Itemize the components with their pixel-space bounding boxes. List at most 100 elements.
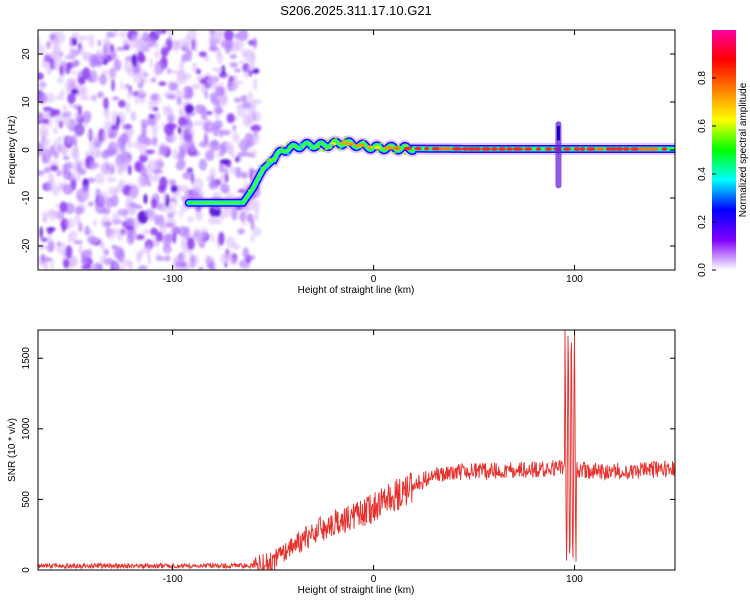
noise-blob xyxy=(126,232,135,245)
noise-blob xyxy=(49,108,57,118)
noise-blob xyxy=(106,31,115,38)
noise-blob xyxy=(38,80,47,90)
noise-blob xyxy=(208,262,214,269)
noise-blob xyxy=(80,264,92,270)
ridge-hot-spot xyxy=(579,147,586,151)
noise-blob xyxy=(89,139,93,151)
noise-blob xyxy=(107,162,118,168)
noise-blob xyxy=(67,93,76,105)
noise-blob xyxy=(240,171,249,179)
ridge-hot-spot xyxy=(473,147,482,151)
noise-blob xyxy=(232,132,240,143)
snr-series-line xyxy=(38,330,675,570)
noise-blob xyxy=(38,142,44,157)
snr-frame xyxy=(37,329,676,571)
noise-blob xyxy=(96,264,103,270)
noise-blob xyxy=(224,174,229,183)
ridge-hot-spot xyxy=(638,147,648,151)
noise-blob xyxy=(183,41,190,52)
noise-blob xyxy=(199,78,205,84)
noise-blob xyxy=(107,235,116,240)
ridge-speckle xyxy=(324,147,328,151)
noise-blob xyxy=(113,59,122,72)
noise-blob xyxy=(178,133,186,141)
noise-blob xyxy=(170,228,180,234)
ridge-hot-spot xyxy=(573,147,581,151)
ridge-hot-spot xyxy=(512,147,524,151)
noise-blob xyxy=(104,106,111,120)
colorbar: 0.0 0.2 0.4 0.6 0.8 Normalized spectral ampl… xyxy=(697,30,749,277)
noise-blob xyxy=(112,227,118,236)
ridge-speckle xyxy=(265,166,269,169)
noise-blob xyxy=(165,232,174,242)
noise-blob xyxy=(107,203,114,209)
noise-blob xyxy=(195,68,201,75)
noise-blob xyxy=(149,57,153,69)
noise-blob xyxy=(191,187,201,193)
noise-blob xyxy=(255,208,259,221)
noise-blob xyxy=(80,86,88,99)
noise-blob xyxy=(242,247,249,259)
noise-blob xyxy=(103,248,110,256)
noise-blob xyxy=(142,31,150,43)
noise-blob xyxy=(38,91,48,105)
noise-blob xyxy=(238,80,244,85)
noise-blob xyxy=(101,131,108,143)
noise-blob xyxy=(131,34,139,49)
noise-blob xyxy=(208,34,219,45)
noise-blob xyxy=(71,32,80,40)
ridge-hot-spot xyxy=(605,147,611,151)
noise-blob xyxy=(91,145,101,159)
colorbar-tick-label: 0.0 xyxy=(697,263,708,277)
noise-blob xyxy=(82,253,86,263)
noise-blob xyxy=(154,213,159,226)
ridge-speckle xyxy=(358,146,362,149)
noise-blob xyxy=(179,210,183,218)
spectrogram-xtick-label: 0 xyxy=(371,274,377,285)
noise-blob xyxy=(223,30,234,41)
noise-blob xyxy=(152,169,164,174)
noise-blob xyxy=(55,95,65,101)
chart-title: S206.2025.311.17.10.G21 xyxy=(280,3,432,18)
noise-blob xyxy=(121,259,133,267)
noise-blob xyxy=(248,70,253,77)
noise-blob xyxy=(251,68,260,74)
noise-blob xyxy=(220,183,230,194)
ridge-hot-spot xyxy=(491,147,498,151)
noise-blob xyxy=(184,103,194,114)
noise-blob xyxy=(45,178,56,192)
noise-blob xyxy=(64,79,74,93)
noise-blob xyxy=(243,69,249,79)
noise-blob xyxy=(138,265,148,270)
noise-blob xyxy=(57,136,63,143)
noise-blob xyxy=(66,135,72,145)
noise-blob xyxy=(71,61,78,68)
spike-core xyxy=(556,126,560,141)
noise-blob xyxy=(43,53,51,63)
noise-blob xyxy=(127,140,133,149)
ridge-speckle xyxy=(345,144,349,147)
noise-blob xyxy=(117,160,129,172)
noise-blob xyxy=(210,139,219,147)
noise-blob xyxy=(87,177,96,184)
noise-blob xyxy=(87,201,94,207)
noise-blob xyxy=(217,95,226,107)
noise-blob xyxy=(250,124,262,132)
noise-blob xyxy=(206,110,213,116)
noise-blob xyxy=(101,69,109,75)
noise-blob xyxy=(74,211,81,225)
noise-blob xyxy=(59,201,68,213)
ridge-speckle xyxy=(397,144,401,148)
noise-blob xyxy=(88,34,95,49)
noise-blob xyxy=(59,120,63,129)
colorbar-label: Normalized spectral amplitude xyxy=(738,82,749,217)
noise-blob xyxy=(120,80,124,91)
noise-blob xyxy=(80,46,85,57)
noise-blob xyxy=(125,195,133,210)
ridge-speckle xyxy=(343,136,347,139)
ridge-speckle xyxy=(317,146,321,149)
noise-blob xyxy=(208,215,218,226)
noise-blob xyxy=(246,213,253,223)
